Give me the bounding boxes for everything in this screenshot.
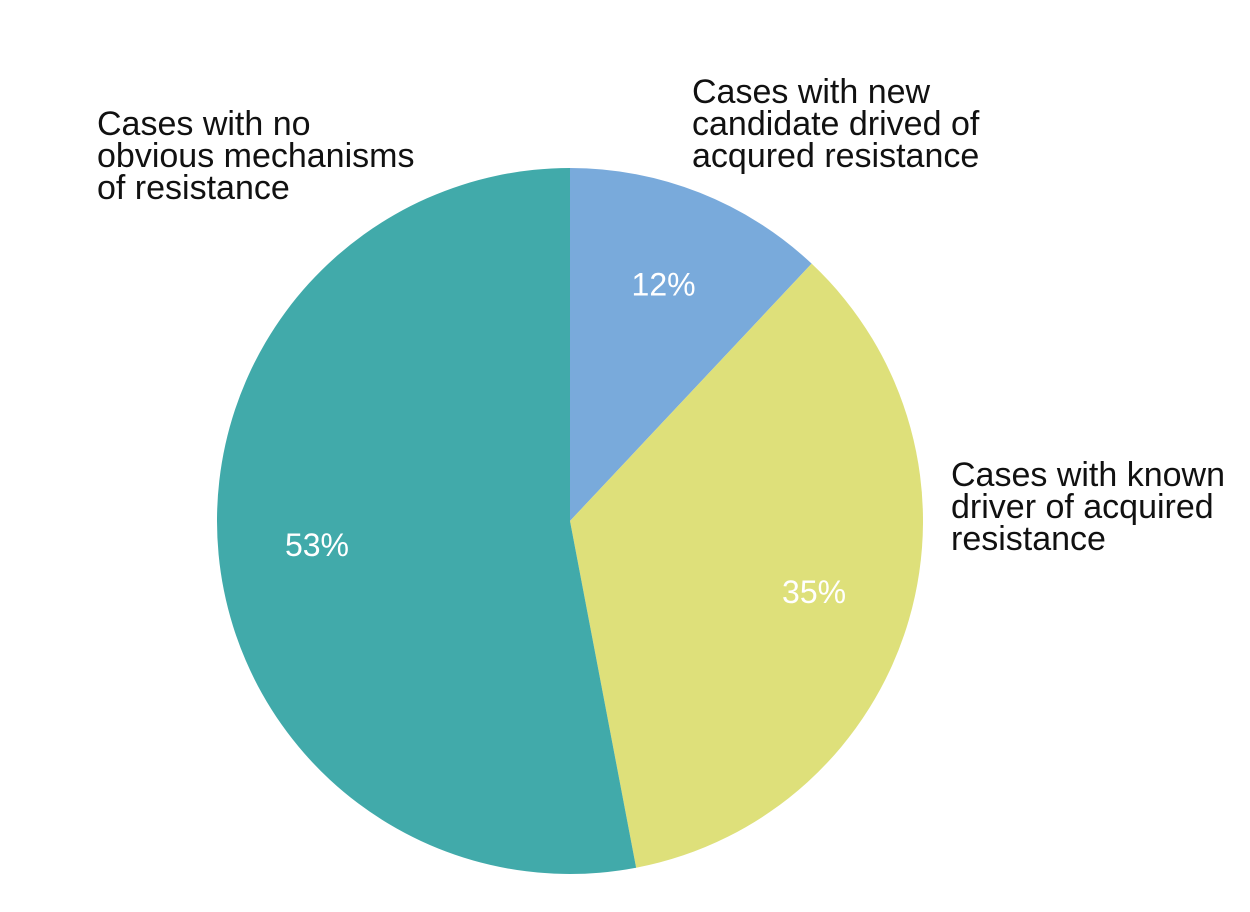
category-label-line: candidate drived of xyxy=(692,105,980,143)
category-label-line: of resistance xyxy=(97,169,290,207)
category-label-line: Cases with known xyxy=(951,456,1225,494)
category-label-line: resistance xyxy=(951,520,1106,558)
category-label-no-mechanism: Cases with no obvious mechanisms of resi… xyxy=(97,105,424,207)
pie-slice xyxy=(570,168,812,521)
percent-label: 53% xyxy=(285,527,349,563)
pie-slice xyxy=(570,263,923,868)
percent-label: 35% xyxy=(782,574,846,610)
percent-labels: 12% 35% 53% xyxy=(285,267,846,610)
category-label-line: Cases with new xyxy=(692,73,931,111)
category-label-new-candidate: Cases with new candidate drived of acqur… xyxy=(692,73,989,175)
category-label-line: Cases with no xyxy=(97,105,311,143)
category-label-known-driver: Cases with known driver of acquired resi… xyxy=(951,456,1234,558)
category-label-line: obvious mechanisms xyxy=(97,137,414,175)
percent-label: 12% xyxy=(632,267,696,303)
category-label-line: driver of acquired xyxy=(951,488,1214,526)
category-label-line: acqured resistance xyxy=(692,137,979,175)
pie-slice xyxy=(216,168,637,875)
pie-slices xyxy=(216,168,923,875)
